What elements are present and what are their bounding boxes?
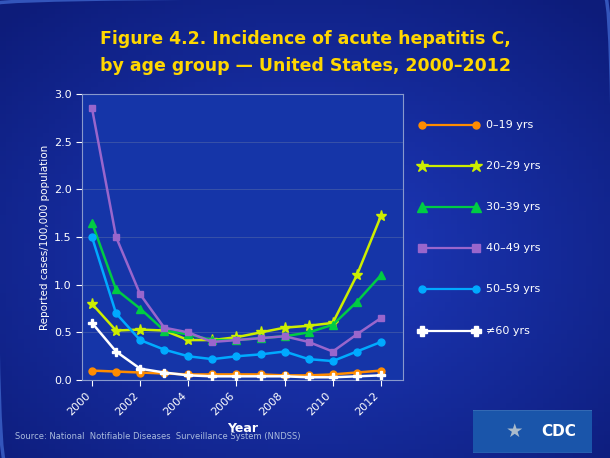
20–29 yrs: [160, 328, 168, 333]
Text: 20–29 yrs: 20–29 yrs: [486, 161, 540, 171]
Text: Source: National  Notifiable Diseases  Surveillance System (NNDSS): Source: National Notifiable Diseases Sur…: [15, 431, 301, 441]
50–59 yrs: [329, 358, 337, 364]
Line: 40–49 yrs: 40–49 yrs: [88, 105, 384, 355]
≠60 yrs: [137, 366, 144, 371]
Text: CDC: CDC: [541, 424, 576, 439]
0–19 yrs: [233, 372, 240, 377]
50–59 yrs: [137, 337, 144, 343]
20–29 yrs: [233, 334, 240, 340]
50–59 yrs: [160, 347, 168, 352]
20–29 yrs: [257, 330, 264, 335]
30–39 yrs: [281, 333, 289, 339]
40–49 yrs: [112, 234, 120, 240]
≠60 yrs: [377, 373, 384, 378]
≠60 yrs: [88, 320, 96, 326]
≠60 yrs: [209, 374, 216, 379]
Line: 0–19 yrs: 0–19 yrs: [88, 367, 384, 379]
40–49 yrs: [305, 339, 312, 345]
≠60 yrs: [329, 375, 337, 380]
40–49 yrs: [377, 316, 384, 321]
X-axis label: Year: Year: [227, 422, 258, 435]
≠60 yrs: [353, 374, 361, 379]
Text: 40–49 yrs: 40–49 yrs: [486, 243, 540, 253]
30–39 yrs: [185, 332, 192, 337]
0–19 yrs: [88, 368, 96, 373]
50–59 yrs: [112, 311, 120, 316]
Text: by age group — United States, 2000–2012: by age group — United States, 2000–2012: [99, 57, 511, 76]
30–39 yrs: [137, 306, 144, 311]
≠60 yrs: [160, 370, 168, 375]
40–49 yrs: [185, 330, 192, 335]
30–39 yrs: [112, 287, 120, 292]
30–39 yrs: [305, 330, 312, 335]
50–59 yrs: [377, 339, 384, 345]
20–29 yrs: [329, 320, 337, 326]
0–19 yrs: [281, 373, 289, 378]
0–19 yrs: [185, 372, 192, 377]
20–29 yrs: [281, 325, 289, 330]
30–39 yrs: [233, 337, 240, 343]
Text: 50–59 yrs: 50–59 yrs: [486, 284, 540, 294]
30–39 yrs: [160, 328, 168, 333]
30–39 yrs: [377, 273, 384, 278]
20–29 yrs: [377, 213, 384, 219]
Text: ≠60 yrs: ≠60 yrs: [486, 326, 529, 336]
Text: 30–39 yrs: 30–39 yrs: [486, 202, 540, 212]
0–19 yrs: [329, 372, 337, 377]
40–49 yrs: [160, 325, 168, 330]
0–19 yrs: [112, 369, 120, 374]
≠60 yrs: [233, 374, 240, 379]
Line: ≠60 yrs: ≠60 yrs: [88, 319, 385, 382]
50–59 yrs: [257, 352, 264, 357]
Text: 0–19 yrs: 0–19 yrs: [486, 120, 533, 130]
20–29 yrs: [88, 301, 96, 306]
≠60 yrs: [185, 373, 192, 378]
20–29 yrs: [185, 337, 192, 343]
40–49 yrs: [137, 292, 144, 297]
0–19 yrs: [305, 373, 312, 378]
0–19 yrs: [137, 370, 144, 375]
≠60 yrs: [305, 375, 312, 380]
20–29 yrs: [112, 328, 120, 333]
FancyBboxPatch shape: [469, 410, 595, 453]
Line: 30–39 yrs: 30–39 yrs: [88, 218, 385, 344]
20–29 yrs: [209, 337, 216, 343]
50–59 yrs: [209, 356, 216, 362]
Y-axis label: Reported cases/100,000 population: Reported cases/100,000 population: [40, 144, 50, 330]
50–59 yrs: [353, 349, 361, 354]
40–49 yrs: [233, 337, 240, 343]
40–49 yrs: [353, 332, 361, 337]
Line: 20–29 yrs: 20–29 yrs: [87, 211, 387, 346]
Text: ★: ★: [506, 422, 523, 441]
30–39 yrs: [88, 220, 96, 225]
30–39 yrs: [329, 322, 337, 327]
20–29 yrs: [137, 327, 144, 333]
0–19 yrs: [257, 372, 264, 377]
40–49 yrs: [281, 333, 289, 339]
≠60 yrs: [257, 374, 264, 379]
Line: 50–59 yrs: 50–59 yrs: [88, 234, 384, 365]
40–49 yrs: [329, 349, 337, 354]
≠60 yrs: [281, 374, 289, 379]
20–29 yrs: [305, 323, 312, 328]
40–49 yrs: [257, 335, 264, 341]
0–19 yrs: [209, 372, 216, 377]
20–29 yrs: [353, 273, 361, 278]
30–39 yrs: [353, 299, 361, 305]
30–39 yrs: [257, 335, 264, 341]
50–59 yrs: [233, 354, 240, 359]
40–49 yrs: [88, 105, 96, 111]
50–59 yrs: [88, 234, 96, 240]
0–19 yrs: [160, 371, 168, 376]
40–49 yrs: [209, 339, 216, 345]
0–19 yrs: [353, 370, 361, 375]
≠60 yrs: [112, 349, 120, 354]
50–59 yrs: [281, 349, 289, 354]
30–39 yrs: [209, 337, 216, 343]
50–59 yrs: [305, 356, 312, 362]
50–59 yrs: [185, 354, 192, 359]
0–19 yrs: [377, 368, 384, 373]
Text: Figure 4.2. Incidence of acute hepatitis C,: Figure 4.2. Incidence of acute hepatitis…: [99, 30, 511, 48]
